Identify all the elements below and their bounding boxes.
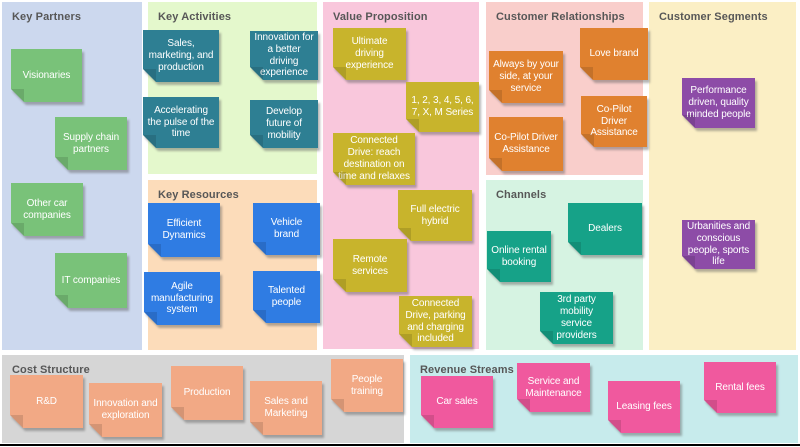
note-talented-people[interactable]: Talented people — [253, 271, 320, 323]
note-text: Connected Drive: reach destination on ti… — [333, 133, 415, 185]
note-text: Car sales — [421, 376, 493, 428]
note-people-training[interactable]: People training — [331, 359, 403, 412]
note-car-sales[interactable]: Car sales — [421, 376, 493, 428]
note-text: Accelerating the pulse of the time — [143, 97, 219, 148]
note-text: Remote services — [333, 239, 407, 292]
note-text: Co-Pilot Driver Assistance — [489, 117, 563, 171]
section-title-key-partners: Key Partners — [12, 11, 82, 23]
note-text: R&D — [10, 375, 83, 428]
note-rd[interactable]: R&D — [10, 375, 83, 428]
note-always-by-your-side[interactable]: Always by your side, at your service — [489, 51, 563, 103]
note-text: Rental fees — [704, 362, 776, 413]
note-text: Co-Pilot Driver Assistance — [581, 96, 647, 147]
note-series[interactable]: 1, 2, 3, 4, 5, 6, 7, X, M Series — [406, 82, 479, 132]
note-develop-future-mobility[interactable]: Develop future of mobility — [250, 100, 318, 148]
note-efficient-dynamics[interactable]: Efficient Dynamics — [148, 203, 220, 257]
note-text: Production — [171, 366, 243, 420]
note-text: Innovation for a better driving experien… — [250, 31, 318, 80]
note-text: Sales and Marketing — [250, 381, 322, 435]
section-title-customer-relationships: Customer Relationships — [496, 11, 625, 23]
note-accelerating-pulse[interactable]: Accelerating the pulse of the time — [143, 97, 219, 148]
note-text: Sales, marketing, and production — [143, 30, 219, 82]
note-connected-drive-parking[interactable]: Connected Drive, parking and charging in… — [399, 296, 472, 347]
note-text: Ultimate driving experience — [333, 28, 406, 80]
note-innovation-exploration[interactable]: Innovation and exploration — [89, 383, 162, 437]
note-text: Talented people — [253, 271, 320, 323]
note-text: Supply chain partners — [55, 117, 127, 170]
note-text: Urbanities and conscious people, sports … — [682, 220, 755, 269]
note-rental-fees[interactable]: Rental fees — [704, 362, 776, 413]
note-text: Vehicle brand — [253, 203, 320, 255]
note-copilot-assistance-right[interactable]: Co-Pilot Driver Assistance — [581, 96, 647, 147]
note-vehicle-brand[interactable]: Vehicle brand — [253, 203, 320, 255]
note-connected-drive-reach[interactable]: Connected Drive: reach destination on ti… — [333, 133, 415, 185]
note-text: Love brand — [580, 28, 648, 80]
section-title-value-proposition: Value Proposition — [333, 11, 428, 23]
note-text: 3rd party mobility service providers — [540, 292, 613, 344]
note-text: People training — [331, 359, 403, 412]
note-text: Service and Maintenance — [517, 363, 590, 412]
note-text: Dealers — [568, 203, 642, 255]
note-it-companies[interactable]: IT companies — [55, 253, 127, 308]
note-third-party-mobility[interactable]: 3rd party mobility service providers — [540, 292, 613, 344]
note-text: Performance driven, quality minded peopl… — [682, 78, 755, 128]
section-title-key-activities: Key Activities — [158, 11, 232, 23]
note-full-electric-hybrid[interactable]: Full electric hybrid — [398, 190, 472, 241]
note-urbanities[interactable]: Urbanities and conscious people, sports … — [682, 220, 755, 269]
note-remote-services[interactable]: Remote services — [333, 239, 407, 292]
note-service-maintenance[interactable]: Service and Maintenance — [517, 363, 590, 412]
note-text: Full electric hybrid — [398, 190, 472, 241]
note-text: Leasing fees — [608, 381, 680, 433]
note-text: Visionaries — [11, 49, 82, 102]
note-leasing-fees[interactable]: Leasing fees — [608, 381, 680, 433]
section-key-activities[interactable]: Key Activities — [148, 2, 317, 174]
section-title-revenue-streams: Revenue Streams — [420, 364, 514, 376]
note-text: Always by your side, at your service — [489, 51, 563, 103]
note-text: Connected Drive, parking and charging in… — [399, 296, 472, 347]
section-title-channels: Channels — [496, 189, 547, 201]
note-production[interactable]: Production — [171, 366, 243, 420]
note-text: Innovation and exploration — [89, 383, 162, 437]
section-customer-segments[interactable]: Customer Segments — [649, 2, 796, 350]
note-text: Agile manufacturing system — [144, 272, 220, 325]
section-title-cost-structure: Cost Structure — [12, 364, 90, 376]
note-other-car-companies[interactable]: Other car companies — [11, 183, 83, 236]
note-innovation-driving-experience[interactable]: Innovation for a better driving experien… — [250, 31, 318, 80]
note-love-brand[interactable]: Love brand — [580, 28, 648, 80]
note-agile-manufacturing[interactable]: Agile manufacturing system — [144, 272, 220, 325]
canvas-bottom-border — [0, 444, 800, 446]
note-sales-marketing-production[interactable]: Sales, marketing, and production — [143, 30, 219, 82]
section-title-key-resources: Key Resources — [158, 189, 239, 201]
note-text: Develop future of mobility — [250, 100, 318, 148]
note-text: 1, 2, 3, 4, 5, 6, 7, X, M Series — [406, 82, 479, 132]
note-performance-driven[interactable]: Performance driven, quality minded peopl… — [682, 78, 755, 128]
note-text: Other car companies — [11, 183, 83, 236]
note-text: Efficient Dynamics — [148, 203, 220, 257]
note-copilot-assistance-left[interactable]: Co-Pilot Driver Assistance — [489, 117, 563, 171]
note-visionaries[interactable]: Visionaries — [11, 49, 82, 102]
note-supply-chain-partners[interactable]: Supply chain partners — [55, 117, 127, 170]
note-text: IT companies — [55, 253, 127, 308]
section-title-customer-segments: Customer Segments — [659, 11, 768, 23]
note-online-rental-booking[interactable]: Online rental booking — [487, 231, 551, 282]
note-ultimate-driving[interactable]: Ultimate driving experience — [333, 28, 406, 80]
note-text: Online rental booking — [487, 231, 551, 282]
note-sales-and-marketing[interactable]: Sales and Marketing — [250, 381, 322, 435]
note-dealers[interactable]: Dealers — [568, 203, 642, 255]
